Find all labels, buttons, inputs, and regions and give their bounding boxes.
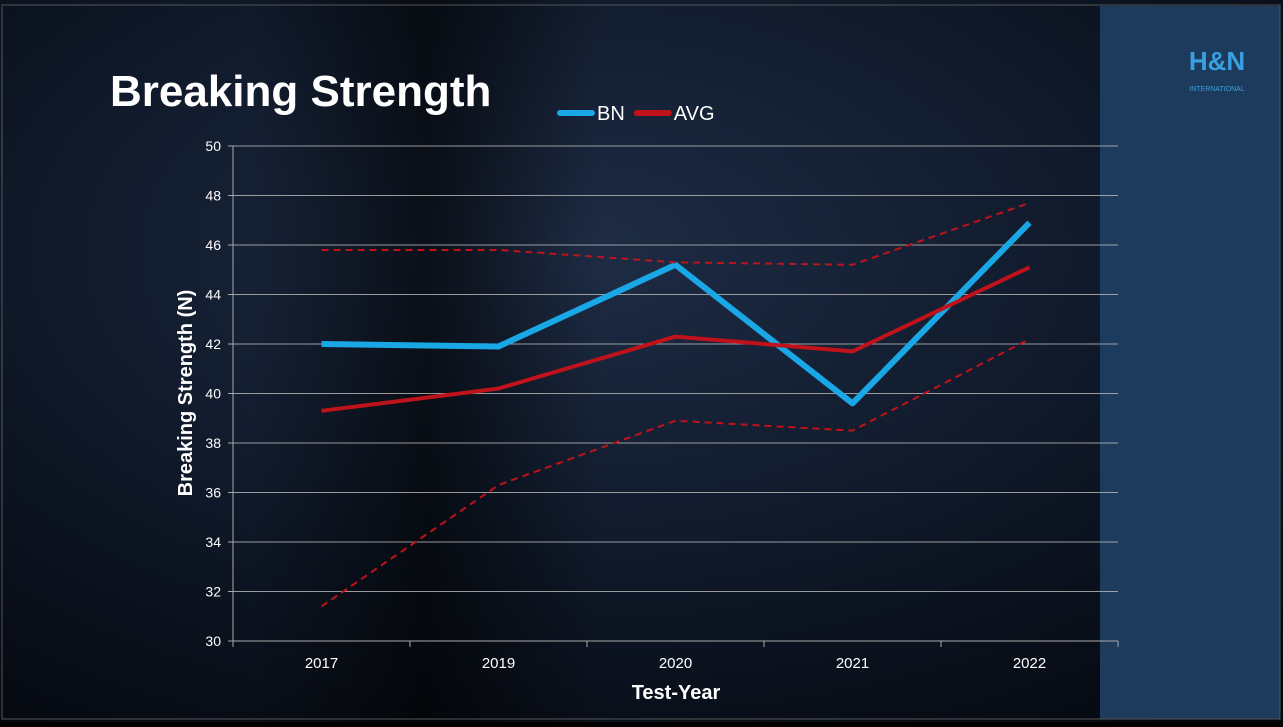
y-tick-label: 50 bbox=[205, 138, 221, 154]
x-tick-label: 2019 bbox=[482, 655, 515, 672]
y-tick-label: 40 bbox=[205, 386, 221, 402]
series-line bbox=[321, 265, 1031, 413]
legend-label: AVG bbox=[674, 103, 715, 125]
side-panel bbox=[1100, 6, 1280, 719]
x-tick-label: 2022 bbox=[1013, 655, 1046, 672]
x-tick-label: 2021 bbox=[836, 655, 869, 672]
logo-mark: H&N bbox=[1189, 46, 1245, 76]
y-tick-label: 32 bbox=[205, 584, 221, 600]
band-line bbox=[321, 201, 1030, 266]
y-tick-label: 42 bbox=[205, 336, 221, 352]
y-tick-label: 44 bbox=[205, 287, 221, 303]
y-tick-label: 34 bbox=[205, 534, 221, 550]
legend-label: BN bbox=[597, 103, 625, 125]
y-tick-label: 48 bbox=[205, 188, 221, 204]
y-tick-label: 36 bbox=[205, 485, 221, 501]
legend: BN AVG bbox=[557, 103, 715, 125]
chart-title: Breaking Strength bbox=[110, 67, 491, 116]
background-shade bbox=[250, 0, 600, 722]
logo-text: INTERNATIONAL bbox=[1189, 86, 1245, 93]
y-tick-label: 46 bbox=[205, 237, 221, 253]
series-line bbox=[321, 220, 1032, 407]
slide-border bbox=[1, 4, 1281, 720]
band-line bbox=[320, 338, 1030, 608]
y-tick-label: 30 bbox=[205, 633, 221, 649]
x-tick-label: 2020 bbox=[659, 655, 692, 672]
y-axis-label: Breaking Strength (N) bbox=[175, 290, 197, 497]
y-tick-label: 38 bbox=[205, 435, 221, 451]
x-axis-label: Test-Year bbox=[632, 682, 721, 704]
x-tick-label: 2017 bbox=[305, 655, 338, 672]
